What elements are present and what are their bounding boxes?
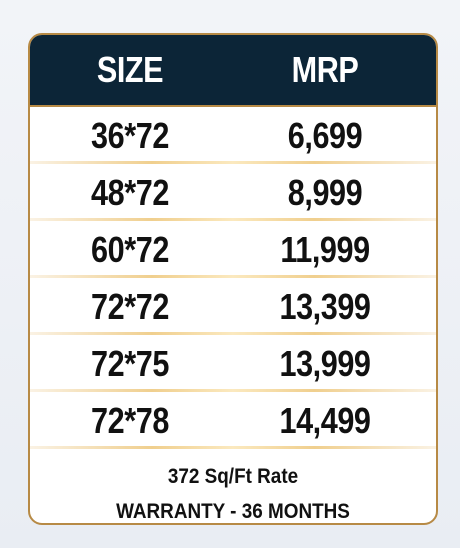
mrp-cell: 6,699 [287, 114, 363, 156]
size-cell: 72*72 [91, 285, 169, 327]
size-cell: 72*78 [91, 399, 169, 441]
table-body: 36*72 6,699 48*72 8,999 60*72 11,999 72*72 13,3… [30, 107, 436, 449]
table-row: 72*75 13,999 [30, 335, 436, 392]
footer-line: 372 Sq/Ft Rate [167, 465, 299, 488]
footer: 372 Sq/Ft Rate WARRANTY - 36 MONTHS [30, 449, 436, 523]
table-row: 36*72 6,699 [30, 107, 436, 164]
size-cell: 72*75 [91, 342, 169, 384]
table-row: 48*72 8,999 [30, 164, 436, 221]
mrp-cell: 13,399 [279, 285, 371, 327]
footer-line: WARRANTY - 36 MONTHS [116, 500, 350, 523]
size-cell: 60*72 [91, 228, 169, 270]
price-table: SIZE MRP 36*72 6,699 48*72 8,999 60*72 11,999… [28, 33, 438, 525]
table-row: 72*72 13,399 [30, 278, 436, 335]
table-header: SIZE MRP [30, 35, 436, 107]
size-cell: 36*72 [91, 114, 169, 156]
table-row: 60*72 11,999 [30, 221, 436, 278]
table-row: 72*78 14,499 [30, 392, 436, 449]
size-cell: 48*72 [91, 171, 169, 213]
mrp-cell: 14,499 [279, 399, 371, 441]
mrp-cell: 13,999 [279, 342, 371, 384]
mrp-cell: 8,999 [287, 171, 363, 213]
mrp-cell: 11,999 [280, 228, 370, 270]
header-cell: MRP [291, 49, 359, 90]
header-cell: SIZE [96, 49, 164, 90]
